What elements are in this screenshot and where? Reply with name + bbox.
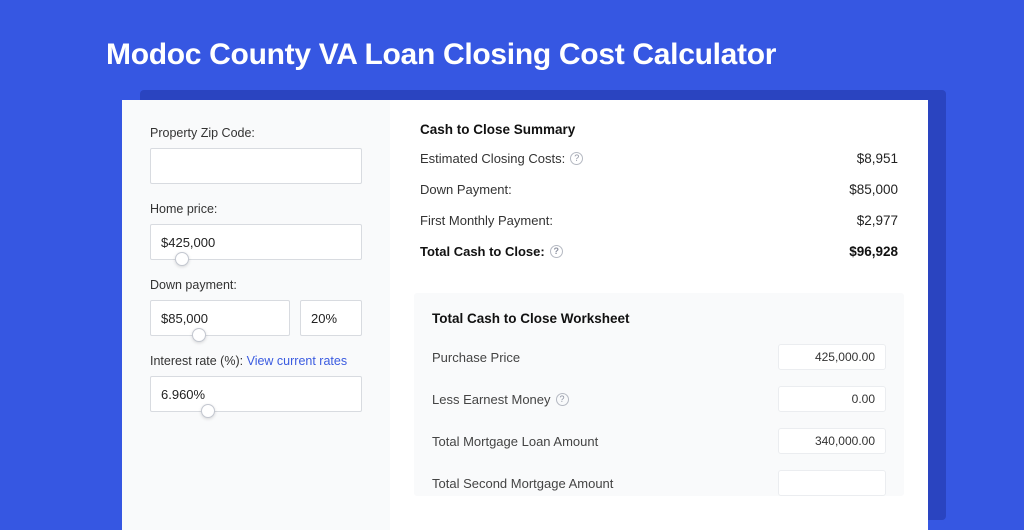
down-payment-slider-handle[interactable] (192, 328, 206, 342)
summary-label-text: Estimated Closing Costs: (420, 151, 565, 166)
summary-row: Down Payment: $85,000 (420, 182, 898, 197)
summary-value: $8,951 (857, 151, 898, 166)
help-icon[interactable]: ? (556, 393, 569, 406)
worksheet-title: Total Cash to Close Worksheet (432, 311, 886, 326)
worksheet-row: Total Mortgage Loan Amount 340,000.00 (432, 428, 886, 454)
summary-section: Cash to Close Summary Estimated Closing … (414, 122, 904, 287)
summary-value: $2,977 (857, 213, 898, 228)
interest-rate-slider-handle[interactable] (201, 404, 215, 418)
calculator-card: Property Zip Code: Home price: Down paym… (122, 100, 928, 530)
inputs-panel: Property Zip Code: Home price: Down paym… (122, 100, 390, 530)
summary-label-text: First Monthly Payment: (420, 213, 553, 228)
zip-field-group: Property Zip Code: (150, 126, 362, 184)
summary-value: $85,000 (849, 182, 898, 197)
down-payment-percent-input[interactable] (300, 300, 362, 336)
down-payment-field-group: Down payment: (150, 278, 362, 336)
summary-value: $96,928 (849, 244, 898, 259)
summary-label-text: Down Payment: (420, 182, 512, 197)
worksheet-value[interactable]: 340,000.00 (778, 428, 886, 454)
zip-input[interactable] (150, 148, 362, 184)
down-payment-amount-input[interactable] (150, 300, 290, 336)
page-title: Modoc County VA Loan Closing Cost Calcul… (106, 38, 776, 72)
home-price-slider-handle[interactable] (175, 252, 189, 266)
interest-rate-label-text: Interest rate (%): (150, 354, 243, 368)
view-rates-link[interactable]: View current rates (247, 354, 348, 368)
worksheet-row: Purchase Price 425,000.00 (432, 344, 886, 370)
worksheet-label-text: Purchase Price (432, 350, 520, 365)
worksheet-label-text: Less Earnest Money (432, 392, 551, 407)
down-payment-label: Down payment: (150, 278, 362, 292)
worksheet-row: Less Earnest Money ? 0.00 (432, 386, 886, 412)
interest-rate-input[interactable] (150, 376, 362, 412)
worksheet-label-text: Total Mortgage Loan Amount (432, 434, 598, 449)
worksheet-label-text: Total Second Mortgage Amount (432, 476, 613, 491)
summary-label-text: Total Cash to Close: (420, 244, 545, 259)
worksheet-value[interactable]: 425,000.00 (778, 344, 886, 370)
interest-rate-label: Interest rate (%): View current rates (150, 354, 362, 368)
interest-rate-field-group: Interest rate (%): View current rates (150, 354, 362, 412)
help-icon[interactable]: ? (550, 245, 563, 258)
worksheet-value[interactable]: 0.00 (778, 386, 886, 412)
home-price-field-group: Home price: (150, 202, 362, 260)
summary-row: Total Cash to Close: ? $96,928 (420, 244, 898, 259)
worksheet-row: Total Second Mortgage Amount (432, 470, 886, 496)
help-icon[interactable]: ? (570, 152, 583, 165)
zip-label: Property Zip Code: (150, 126, 362, 140)
results-panel: Cash to Close Summary Estimated Closing … (390, 100, 928, 530)
home-price-label: Home price: (150, 202, 362, 216)
summary-row: First Monthly Payment: $2,977 (420, 213, 898, 228)
summary-row: Estimated Closing Costs: ? $8,951 (420, 151, 898, 166)
worksheet-value[interactable] (778, 470, 886, 496)
summary-title: Cash to Close Summary (420, 122, 898, 137)
worksheet-section: Total Cash to Close Worksheet Purchase P… (414, 293, 904, 496)
